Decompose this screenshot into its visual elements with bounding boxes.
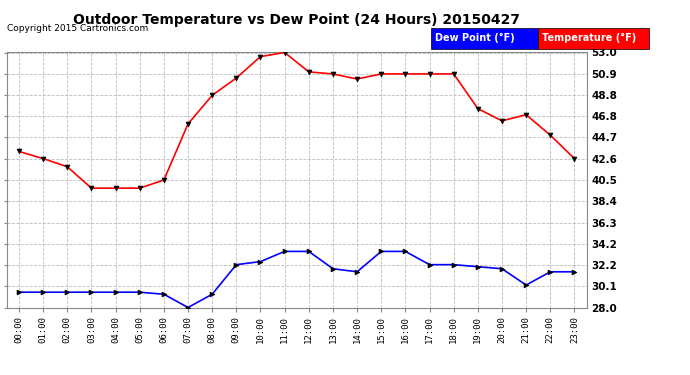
Text: Outdoor Temperature vs Dew Point (24 Hours) 20150427: Outdoor Temperature vs Dew Point (24 Hou… — [73, 13, 520, 27]
Text: Copyright 2015 Cartronics.com: Copyright 2015 Cartronics.com — [7, 24, 148, 33]
Text: Temperature (°F): Temperature (°F) — [542, 33, 636, 44]
Text: Dew Point (°F): Dew Point (°F) — [435, 33, 515, 44]
